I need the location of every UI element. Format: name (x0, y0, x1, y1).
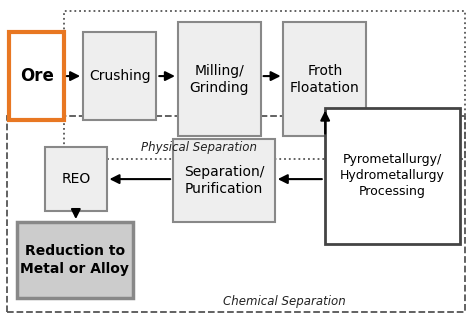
Bar (45, 147, 107, 211)
Bar (17, 222, 133, 298)
Text: REO: REO (61, 172, 91, 186)
Text: Crushing: Crushing (89, 69, 151, 83)
Bar (178, 22, 261, 136)
Bar (7, 116, 465, 312)
Bar (64, 11, 465, 158)
Bar (173, 139, 275, 222)
Text: Physical Separation: Physical Separation (141, 141, 257, 154)
Bar (325, 108, 460, 244)
Bar (83, 32, 156, 120)
Text: Reduction to
Metal or Alloy: Reduction to Metal or Alloy (20, 244, 129, 275)
Text: Froth
Floatation: Froth Floatation (290, 64, 360, 95)
Bar (283, 22, 366, 136)
Text: Milling/
Grinding: Milling/ Grinding (190, 64, 249, 95)
Text: Ore: Ore (20, 67, 54, 85)
Bar (9, 32, 64, 120)
Text: Chemical Separation: Chemical Separation (223, 295, 346, 308)
Text: Separation/
Purification: Separation/ Purification (184, 165, 264, 196)
Text: Pyrometallurgy/
Hydrometallurgy
Processing: Pyrometallurgy/ Hydrometallurgy Processi… (340, 153, 445, 198)
